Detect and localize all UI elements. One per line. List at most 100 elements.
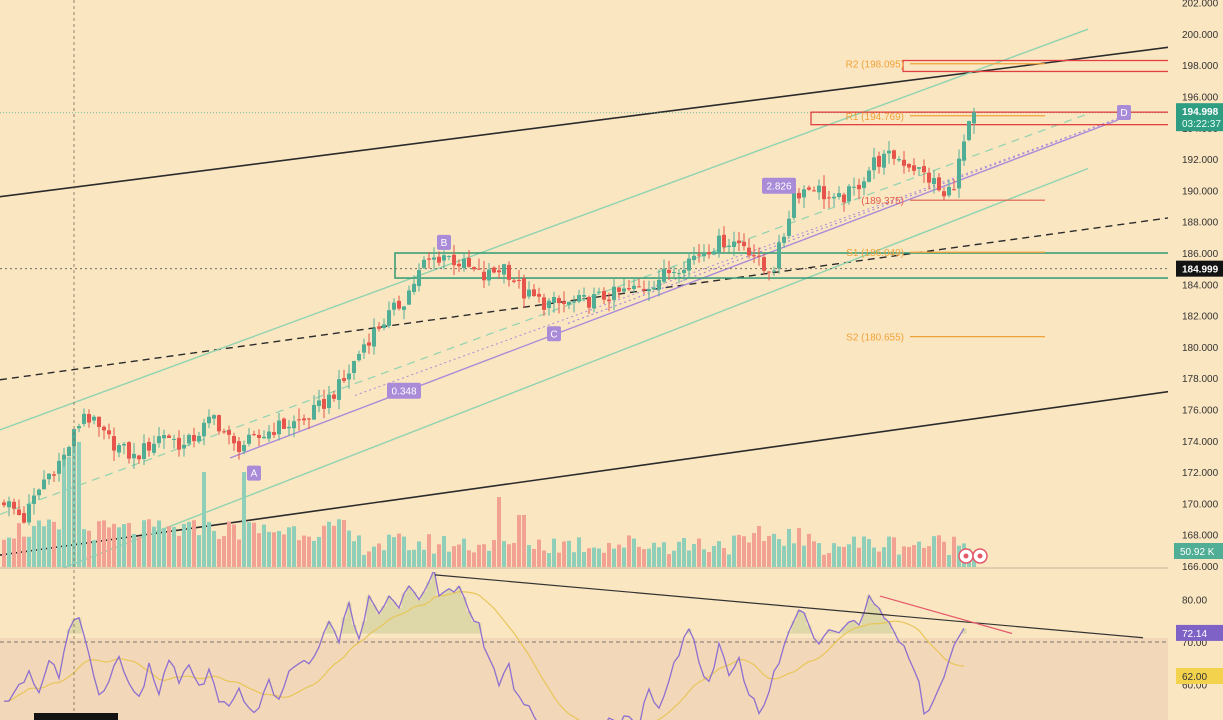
volume-bar [747,542,751,567]
volume-bar [922,547,926,567]
candle-body [217,415,221,432]
volume-bar [202,472,206,567]
volume-bar [52,521,56,567]
candle-body [472,267,476,270]
volume-bar [342,520,346,567]
price-tick-label: 174.000 [1182,437,1219,448]
rsi-ma-label: 62.00 [1182,672,1207,683]
volume-bar [787,528,791,567]
candle-body [67,447,71,457]
volume-bar [122,524,126,567]
volume-bar [217,538,221,567]
last-price-tag [1176,103,1223,132]
candle-body [332,394,336,399]
candle-body [432,257,436,260]
candle-body [507,264,511,280]
volume-bar [397,533,401,567]
volume-bar [577,537,581,567]
candle-body [12,501,16,509]
candle-body [907,163,911,168]
volume-bar [917,541,921,567]
candle-body [357,353,361,361]
candle-body [187,434,191,444]
candle-body [732,241,736,247]
r1-zone-box [810,111,1168,126]
volume-bar [422,549,426,567]
volume-label: 50.92 K [1180,547,1215,558]
price-axis[interactable]: 166.000 168.000 170.000 172.000 174.000 176.0… [958,0,1223,692]
candle-body [312,404,316,420]
volume-bar [427,534,431,567]
volume-bar [412,549,416,567]
candle-body [702,252,706,257]
pivot-label-r2: R2 (198.095) [846,60,904,71]
rsi-tick-label: 60.00 [1182,681,1207,692]
volume-bar [947,554,951,567]
pattern-retrace-dotted-line [354,117,1119,396]
volume-bar [552,538,556,567]
volume-bar [792,543,796,567]
volume-bar [687,550,691,567]
candle-body [962,141,966,161]
volume-bar [667,554,671,567]
candle-body [602,290,606,300]
candle-body [167,435,171,438]
candle-body [882,153,886,168]
candle-body [782,236,786,243]
rsi-pane[interactable] [0,570,1168,720]
volume-bar [277,530,281,567]
volume-bar [457,544,461,567]
candle-body [307,418,311,420]
volume-bar [872,547,876,567]
volume-bar [607,542,611,567]
candle-body [477,268,481,270]
candle-body [517,280,521,282]
candle-body [247,434,251,444]
volume-bar [362,554,366,567]
candle-body [462,258,466,269]
volume-bar [532,548,536,567]
volume-bar [147,519,151,567]
volume-bar [17,523,21,567]
candle-body [662,268,666,282]
candle-body [642,288,646,291]
pattern-point-label: D [1120,108,1127,119]
volume-bar [347,530,351,567]
volume-bar [437,544,441,567]
volume-bar [97,521,101,567]
volume-bar [882,547,886,567]
candle-body [37,489,41,496]
volume-bar [877,551,881,567]
volume-bar [742,536,746,567]
candle-body [847,186,851,202]
candle-body [747,247,751,256]
candle-body [132,453,136,459]
candle-body [397,300,401,309]
price-tick-label: 200.000 [1182,30,1219,41]
candle-body [252,434,256,436]
volume-bar [297,540,301,567]
candle-body [502,264,506,275]
volume-bar [487,550,491,567]
volume-bar [302,535,306,567]
volume-bar [602,552,606,567]
volume-bar [192,520,196,567]
candle-body [117,445,121,453]
candle-body [537,293,541,297]
candle-body [812,190,816,192]
candle-body [557,298,561,304]
volume-bar [452,546,456,567]
volume-bar [837,546,841,567]
candle-body [207,416,211,424]
candle-body [817,185,821,193]
price-tick-label: 184.000 [1182,280,1219,291]
volume-bar [517,515,521,567]
volume-bar [527,545,531,567]
rsi-tick-label: 80.00 [1182,596,1207,607]
volume-bar [462,538,466,567]
rsi-ma-line [3,591,965,720]
candle-body [127,442,131,459]
pivot-label-r1: R1 (194.769) [846,112,904,123]
